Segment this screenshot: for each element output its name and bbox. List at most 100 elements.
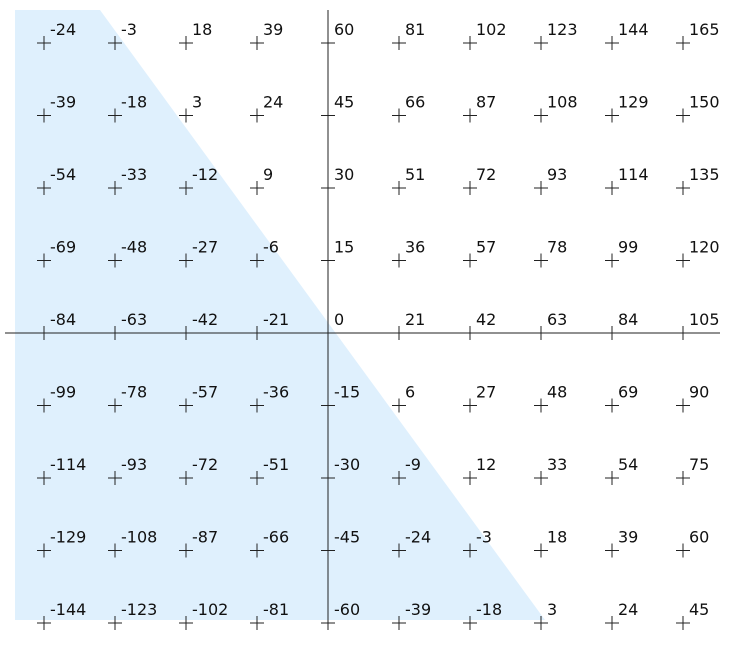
lattice-point bbox=[534, 253, 548, 268]
point-label: 45 bbox=[334, 93, 354, 112]
point-label: 66 bbox=[405, 93, 425, 112]
point-label: 24 bbox=[263, 93, 283, 112]
lattice-point bbox=[392, 253, 406, 268]
lattice-point bbox=[250, 108, 264, 123]
point-label: -15 bbox=[334, 383, 360, 402]
point-label: 114 bbox=[618, 165, 649, 184]
point-label: 129 bbox=[618, 93, 649, 112]
lattice-point bbox=[392, 616, 406, 630]
point-label: -9 bbox=[405, 455, 421, 474]
lattice-point bbox=[37, 398, 51, 413]
point-label: 21 bbox=[405, 310, 425, 329]
point-label: 42 bbox=[476, 310, 496, 329]
lattice-point bbox=[108, 181, 122, 195]
point-label: -39 bbox=[405, 600, 431, 619]
lattice-point bbox=[463, 471, 477, 485]
point-label: 72 bbox=[476, 165, 496, 184]
point-label: 144 bbox=[618, 20, 649, 39]
point-label: 18 bbox=[547, 528, 567, 547]
lattice-point bbox=[321, 471, 335, 485]
lattice-point bbox=[37, 326, 51, 340]
lattice-point bbox=[321, 253, 335, 268]
point-label: -18 bbox=[121, 93, 147, 112]
lattice-point bbox=[676, 398, 690, 413]
lattice-point bbox=[179, 326, 193, 340]
point-label: 102 bbox=[476, 20, 507, 39]
lattice-point bbox=[605, 326, 619, 340]
lattice-point bbox=[605, 616, 619, 630]
lattice-point bbox=[179, 36, 193, 50]
lattice-point bbox=[534, 108, 548, 123]
point-label: -45 bbox=[334, 528, 360, 547]
lattice-point bbox=[37, 253, 51, 268]
lattice-point bbox=[37, 36, 51, 50]
lattice-point bbox=[179, 616, 193, 630]
point-label: -93 bbox=[121, 455, 147, 474]
point-label: 51 bbox=[405, 165, 425, 184]
lattice-point bbox=[179, 398, 193, 413]
lattice-point bbox=[605, 543, 619, 558]
lattice-point bbox=[179, 253, 193, 268]
lattice-point bbox=[676, 108, 690, 123]
lattice-point bbox=[321, 181, 335, 195]
point-label: 108 bbox=[547, 93, 578, 112]
lattice-point bbox=[463, 398, 477, 413]
point-label: 105 bbox=[689, 310, 720, 329]
lattice-point bbox=[108, 616, 122, 630]
lattice-point bbox=[605, 108, 619, 123]
point-label: -144 bbox=[50, 600, 86, 619]
point-label: -30 bbox=[334, 455, 360, 474]
lattice-point bbox=[321, 36, 335, 50]
lattice-point bbox=[605, 398, 619, 413]
lattice-point bbox=[37, 543, 51, 558]
lattice-point bbox=[179, 471, 193, 485]
lattice-point bbox=[463, 326, 477, 340]
lattice-point bbox=[392, 398, 406, 413]
point-label: 69 bbox=[618, 383, 638, 402]
lattice-point bbox=[534, 36, 548, 50]
lattice-point bbox=[321, 616, 335, 630]
lattice-point bbox=[250, 253, 264, 268]
point-label: -42 bbox=[192, 310, 218, 329]
point-label: -24 bbox=[50, 20, 76, 39]
point-label: 165 bbox=[689, 20, 720, 39]
point-label: -87 bbox=[192, 528, 218, 547]
point-label: 123 bbox=[547, 20, 578, 39]
point-label: -27 bbox=[192, 238, 218, 257]
point-label: -12 bbox=[192, 165, 218, 184]
lattice-point bbox=[250, 181, 264, 195]
point-label: -57 bbox=[192, 383, 218, 402]
lattice-point bbox=[37, 616, 51, 630]
point-label: -21 bbox=[263, 310, 289, 329]
lattice-point bbox=[605, 253, 619, 268]
lattice-point bbox=[179, 181, 193, 195]
point-label: -66 bbox=[263, 528, 289, 547]
lattice-point bbox=[321, 398, 335, 413]
lattice-point bbox=[534, 181, 548, 195]
point-label: 99 bbox=[618, 238, 638, 257]
point-label: 6 bbox=[405, 383, 415, 402]
point-label: 87 bbox=[476, 93, 496, 112]
point-label: -108 bbox=[121, 528, 157, 547]
point-label: -3 bbox=[476, 528, 492, 547]
point-label: 3 bbox=[192, 93, 202, 112]
point-label: 60 bbox=[689, 528, 709, 547]
lattice-point bbox=[676, 471, 690, 485]
point-label: -54 bbox=[50, 165, 76, 184]
lattice-point bbox=[463, 253, 477, 268]
lattice-point bbox=[321, 108, 335, 123]
point-label: 75 bbox=[689, 455, 709, 474]
lattice-point bbox=[392, 181, 406, 195]
lattice-point bbox=[676, 326, 690, 340]
lattice-point bbox=[108, 253, 122, 268]
lattice-point bbox=[392, 471, 406, 485]
point-label: -81 bbox=[263, 600, 289, 619]
point-label: 33 bbox=[547, 455, 567, 474]
lattice-point bbox=[250, 543, 264, 558]
point-label: -72 bbox=[192, 455, 218, 474]
point-label: 9 bbox=[263, 165, 273, 184]
point-label: 120 bbox=[689, 238, 720, 257]
point-label: 93 bbox=[547, 165, 567, 184]
point-label: 18 bbox=[192, 20, 212, 39]
lattice-point bbox=[108, 543, 122, 558]
